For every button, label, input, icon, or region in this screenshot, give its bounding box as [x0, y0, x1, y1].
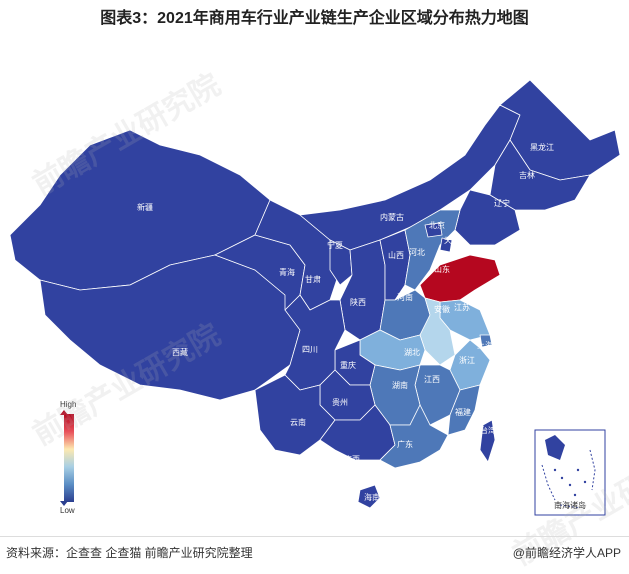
label-xizang: 西藏	[172, 347, 188, 357]
label-yunnan: 云南	[290, 417, 306, 427]
label-beijing: 北京	[429, 220, 445, 230]
label-hainan: 海南	[364, 492, 380, 502]
province-beijing[interactable]	[424, 222, 443, 238]
legend-high-label: High	[60, 400, 77, 409]
china-heat-map: 新疆 西藏 青海 甘肃 内蒙古 宁夏 陕西 山西 河北 北京 天津 辽宁 吉林 …	[0, 30, 629, 530]
label-sichuan: 四川	[302, 345, 318, 354]
province-ningxia[interactable]	[329, 239, 353, 286]
label-qinghai: 青海	[279, 267, 295, 277]
label-gansu: 甘肃	[305, 274, 321, 284]
label-jiangxi: 江西	[424, 375, 440, 384]
label-chongqing: 重庆	[340, 360, 356, 370]
label-hunan: 湖南	[392, 380, 408, 390]
label-henan: 河南	[397, 292, 413, 302]
label-shandong: 山东	[434, 264, 450, 274]
label-fujian: 福建	[455, 407, 471, 417]
province-guangdong[interactable]	[379, 404, 449, 469]
label-ningxia: 宁夏	[327, 240, 343, 250]
province-shanghai[interactable]	[479, 334, 493, 348]
label-shaanxi: 陕西	[350, 297, 366, 307]
chart-title: 图表3：2021年商用车行业产业链生产企业区域分布热力地图	[100, 10, 529, 27]
label-hubei: 湖北	[404, 348, 420, 357]
label-jilin: 吉林	[519, 170, 535, 180]
label-xinjiang: 新疆	[137, 202, 153, 212]
label-liaoning: 辽宁	[494, 198, 510, 208]
label-shanxi: 山西	[388, 250, 404, 260]
legend-high-handle[interactable]	[60, 410, 68, 415]
label-tianjin: 天津	[444, 235, 460, 245]
province-taiwan[interactable]	[479, 419, 496, 463]
province-anhui[interactable]	[419, 297, 456, 366]
label-heilongjiang: 黑龙江	[530, 142, 554, 152]
legend-low-handle[interactable]	[60, 501, 68, 506]
legend-gradient-bar	[64, 414, 74, 502]
legend-low-label: Low	[60, 506, 75, 515]
label-hebei: 河北	[409, 247, 425, 257]
label-guizhou: 贵州	[332, 397, 348, 407]
province-sichuan[interactable]	[284, 294, 346, 391]
label-anhui: 安徽	[434, 304, 450, 314]
source-note: 资料来源：企查查 企查猫 前瞻产业研究院整理	[6, 546, 253, 560]
province-heilongjiang[interactable]	[499, 79, 621, 181]
province-hebei[interactable]	[404, 209, 461, 291]
province-hainan[interactable]	[357, 484, 381, 509]
label-nanhai: 南海诸岛	[554, 500, 586, 510]
south-china-sea-inset	[534, 429, 606, 516]
label-taiwan: 台湾	[480, 425, 496, 435]
label-neimenggu: 内蒙古	[380, 212, 404, 222]
province-tianjin[interactable]	[439, 237, 453, 253]
label-macau: 澳门	[392, 472, 408, 482]
label-hongkong: 香港	[417, 463, 433, 473]
label-guangxi: 广西	[344, 454, 360, 464]
heat-legend: High Low	[60, 400, 90, 520]
label-zhejiang: 浙江	[459, 355, 475, 365]
footer: 资料来源：企查查 企查猫 前瞻产业研究院整理 @前瞻经济学人APP	[0, 536, 629, 567]
label-guangdong: 广东	[397, 439, 413, 449]
label-shanghai: 上海	[477, 340, 493, 350]
label-jiangsu: 江苏	[454, 302, 470, 312]
brand-credit: @前瞻经济学人APP	[512, 546, 621, 560]
